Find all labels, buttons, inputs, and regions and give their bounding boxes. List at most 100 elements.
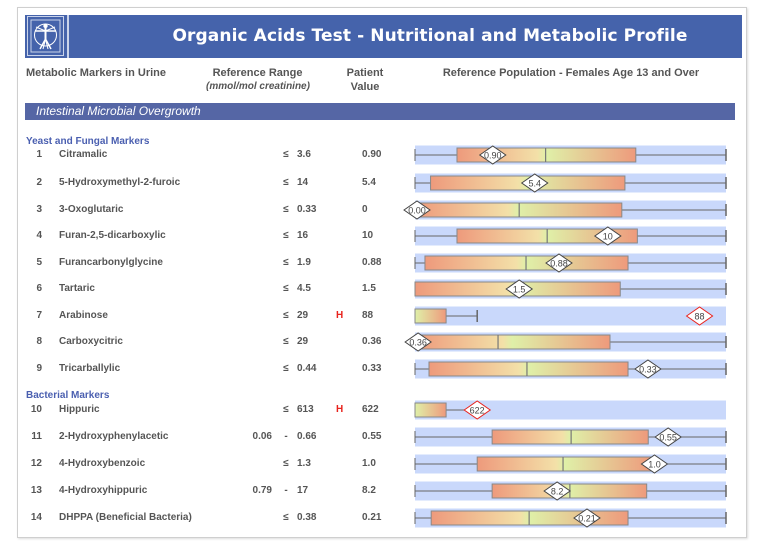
value-diamond [505, 279, 534, 299]
reference-box [414, 334, 611, 350]
reference-separator: ≤ [283, 257, 289, 268]
marker-number: 7 [36, 310, 42, 321]
vitruvian-man-icon [30, 19, 61, 53]
value-label: 0.21 [578, 514, 596, 524]
high-flag: H [336, 310, 344, 321]
marker-number: 4 [36, 230, 42, 241]
marker-number: 13 [30, 485, 42, 496]
patient-value-marker: 5.4 [520, 173, 549, 193]
marker-name: DHPPA (Beneficial Bacteria) [59, 512, 192, 523]
value-diamond [478, 145, 507, 165]
value-diamond [573, 508, 601, 528]
value-diamond [520, 173, 549, 193]
patient-value-marker: 0.36 [404, 332, 432, 352]
patient-value: 0.33 [362, 363, 382, 374]
patient-value-marker: 10 [593, 226, 622, 246]
marker-number: 3 [36, 204, 42, 215]
reference-separator: ≤ [283, 177, 289, 188]
reference-high: 0.33 [297, 204, 317, 215]
group-title-yeast-fungal: Yeast and Fungal Markers [26, 136, 150, 147]
page-title: Organic Acids Test - Nutritional and Met… [172, 26, 688, 46]
patient-value: 0.36 [362, 336, 382, 347]
patient-value: 5.4 [362, 177, 376, 188]
section-title: Intestinal Microbial Overgrowth [36, 104, 201, 118]
patient-value: 0.90 [362, 149, 382, 160]
marker-name: Citramalic [59, 149, 108, 160]
reference-box [428, 361, 629, 377]
value-label: 0.88 [550, 259, 568, 269]
patient-value-marker: 88 [685, 306, 714, 326]
patient-value: 0 [362, 204, 368, 215]
patient-value-marker: 0.33 [634, 359, 662, 379]
logo [27, 16, 64, 56]
value-diamond [634, 359, 662, 379]
value-diamond [543, 481, 572, 501]
patient-value: 0.21 [362, 512, 382, 523]
reference-separator: - [284, 485, 288, 496]
value-label: 1.0 [648, 460, 661, 470]
patient-value-marker: 1.0 [640, 454, 669, 474]
patient-value: 10 [362, 230, 374, 241]
marker-name: Hippuric [59, 404, 100, 415]
reference-separator: ≤ [283, 149, 289, 160]
marker-number: 11 [31, 431, 42, 442]
patient-value: 1.5 [362, 283, 376, 294]
section-bar [25, 103, 735, 120]
reference-box [414, 202, 623, 218]
reference-box [414, 402, 447, 418]
value-label: 10 [603, 232, 613, 242]
reference-separator: ≤ [283, 283, 289, 294]
value-diamond [404, 332, 432, 352]
value-label: 88 [695, 312, 705, 322]
reference-high: 613 [297, 404, 314, 415]
reference-separator: ≤ [283, 336, 289, 347]
reference-high: 17 [297, 485, 309, 496]
marker-number: 5 [36, 257, 42, 268]
reference-separator: ≤ [283, 404, 289, 415]
patient-value: 622 [362, 404, 379, 415]
value-diamond [545, 253, 573, 273]
marker-number: 6 [36, 283, 42, 294]
reference-high: 0.66 [297, 431, 317, 442]
marker-number: 9 [36, 363, 42, 374]
marker-name: Tricarballylic [59, 363, 121, 374]
reference-high: 14 [297, 177, 309, 188]
marker-name: Furancarbonylglycine [59, 257, 163, 268]
patient-value-marker: 0.55 [654, 427, 683, 447]
marker-number: 12 [30, 458, 42, 469]
patient-value: 8.2 [362, 485, 376, 496]
reference-low: 0.79 [252, 485, 272, 496]
reference-high: 1.3 [297, 458, 311, 469]
patient-value-marker: 622 [463, 400, 492, 420]
marker-number: 8 [36, 336, 42, 347]
reference-box [491, 429, 649, 445]
marker-name: 3-Oxoglutaric [59, 204, 124, 215]
marker-name: Arabinose [59, 310, 108, 321]
marker-name: 4-Hydroxybenzoic [59, 458, 146, 469]
value-diamond [685, 306, 714, 326]
value-diamond [463, 400, 492, 420]
marker-name: Furan-2,5-dicarboxylic [59, 230, 166, 241]
marker-number: 10 [30, 404, 42, 415]
marker-number: 1 [36, 149, 42, 160]
value-diamond [640, 454, 669, 474]
reference-separator: ≤ [283, 363, 289, 374]
value-label: 1.5 [513, 285, 526, 295]
column-header-population: Reference Population - Females Age 13 an… [442, 67, 700, 79]
value-label: 622 [470, 406, 485, 416]
value-diamond [403, 200, 431, 220]
patient-value: 0.55 [362, 431, 382, 442]
value-label: 5.4 [528, 179, 541, 189]
patient-value: 1.0 [362, 458, 376, 469]
marker-name: Tartaric [59, 283, 95, 294]
marker-number: 2 [36, 177, 42, 188]
logo-divider [67, 15, 69, 58]
patient-value-marker: 0.90 [478, 145, 507, 165]
patient-value: 88 [362, 310, 374, 321]
report-header [25, 15, 742, 58]
value-diamond [593, 226, 622, 246]
column-header-patient: Patient [346, 67, 384, 79]
column-header-reference-range: Reference Range [212, 67, 303, 79]
reference-high: 0.38 [297, 512, 317, 523]
